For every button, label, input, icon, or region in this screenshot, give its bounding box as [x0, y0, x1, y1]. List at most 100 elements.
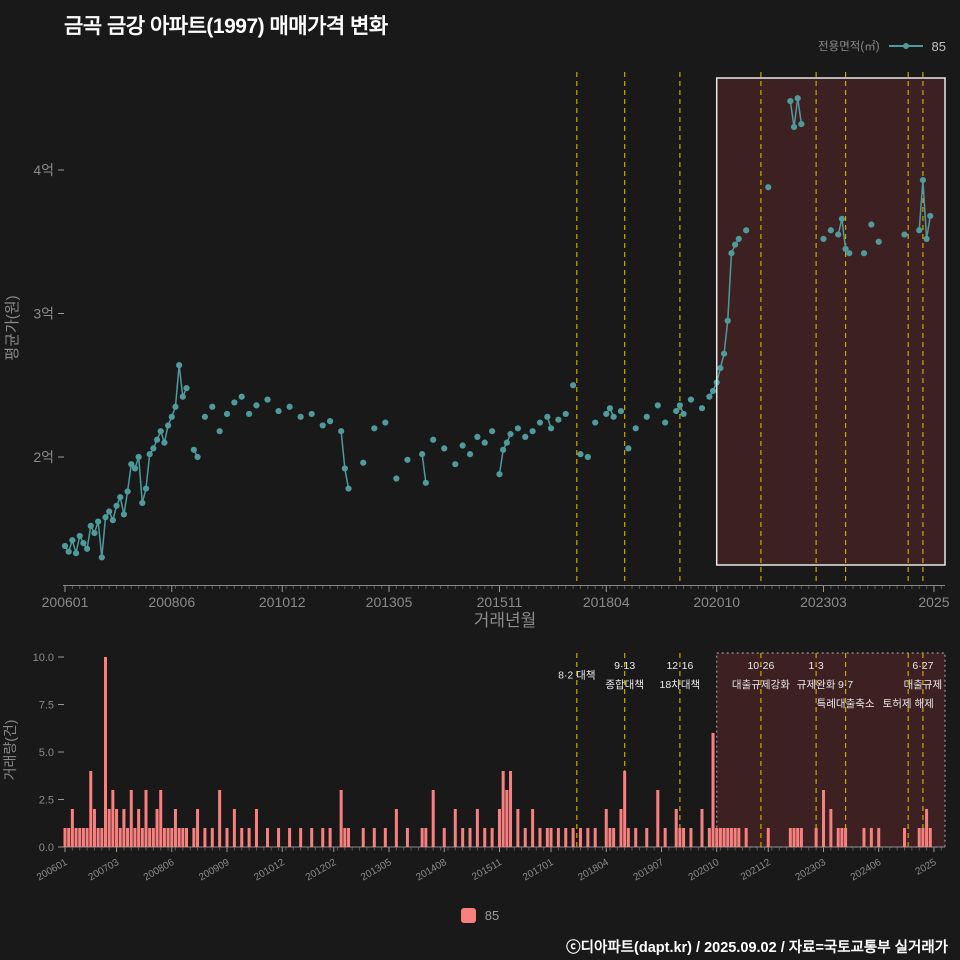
price-point-201911[interactable] [673, 407, 680, 415]
price-point-200704[interactable] [117, 494, 124, 501]
price-point-200905[interactable] [209, 403, 216, 410]
price-point-201608[interactable] [529, 428, 536, 435]
price-point-200805[interactable] [164, 422, 172, 429]
price-point-200606[interactable] [80, 540, 87, 547]
legend-series-85[interactable]: 85 [931, 38, 946, 54]
price-point-200712[interactable] [146, 451, 153, 458]
volume-bar-202008[interactable] [707, 828, 711, 847]
price-point-200810[interactable] [183, 385, 190, 392]
price-point-200807[interactable] [172, 403, 179, 410]
volume-bar-201304[interactable] [383, 828, 387, 847]
volume-bar-201805[interactable] [608, 828, 612, 847]
volume-bar-201906[interactable] [656, 790, 660, 847]
volume-bar-200807[interactable] [173, 809, 177, 847]
volume-bar-201206[interactable] [347, 828, 351, 847]
price-point-200603[interactable] [69, 537, 76, 544]
volume-bar-202104[interactable] [737, 828, 741, 847]
price-point-202507[interactable] [923, 235, 930, 242]
volume-legend[interactable]: 85 [0, 900, 960, 930]
volume-bar-200711[interactable] [144, 790, 148, 847]
volume-bar-200606[interactable] [81, 828, 85, 847]
volume-bar-200706[interactable] [126, 828, 130, 847]
volume-bar-200812[interactable] [192, 828, 196, 847]
price-point-202003[interactable] [687, 396, 695, 403]
price-point-202207[interactable] [790, 123, 798, 131]
volume-bar-201608[interactable] [531, 809, 535, 847]
volume-bar-202207[interactable] [792, 828, 796, 847]
price-point-202208[interactable] [794, 95, 801, 102]
price-point-202006[interactable] [698, 405, 706, 412]
price-point-201808[interactable] [617, 407, 625, 415]
price-point-200809[interactable] [179, 393, 186, 400]
price-point-201001[interactable] [238, 393, 245, 400]
volume-bar-202101[interactable] [726, 828, 730, 847]
volume-bar-202404[interactable] [869, 828, 873, 847]
price-point-200607[interactable] [83, 545, 91, 552]
area-legend[interactable]: 전용면적(㎡) 85 [818, 38, 946, 54]
price-point-202308[interactable] [838, 215, 846, 222]
volume-bar-200602[interactable] [67, 828, 71, 847]
price-point-201810[interactable] [625, 445, 632, 452]
volume-bar-200610[interactable] [96, 828, 100, 847]
price-point-201205[interactable] [341, 465, 348, 472]
price-point-200601[interactable] [61, 542, 69, 550]
volume-bar-202011[interactable] [718, 828, 722, 847]
price-point-201509[interactable] [489, 428, 496, 435]
price-point-201201[interactable] [327, 418, 334, 425]
volume-bar-202102[interactable] [729, 828, 733, 847]
price-point-202008[interactable] [706, 393, 713, 400]
volume-bar-200905[interactable] [210, 828, 214, 847]
volume-bar-201606[interactable] [523, 828, 527, 847]
price-point-201606[interactable] [522, 433, 529, 441]
volume-bar-202505[interactable] [917, 828, 921, 847]
price-point-200602[interactable] [65, 548, 72, 555]
volume-bar-201701[interactable] [549, 828, 553, 847]
volume-bar-200702[interactable] [111, 790, 115, 847]
price-point-202303[interactable] [820, 235, 827, 242]
price-point-200911[interactable] [231, 399, 238, 406]
price-point-201405[interactable] [430, 436, 437, 443]
price-point-201501[interactable] [459, 442, 466, 449]
price-point-201703[interactable] [555, 416, 562, 423]
volume-bar-202507[interactable] [925, 809, 929, 847]
price-point-200608[interactable] [87, 522, 94, 529]
volume-bar-202506[interactable] [921, 828, 925, 847]
price-point-202011[interactable] [717, 364, 724, 372]
volume-bar-202103[interactable] [733, 828, 737, 847]
volume-bar-202012[interactable] [722, 828, 726, 847]
price-point-202501[interactable] [901, 231, 908, 238]
volume-bar-201707[interactable] [571, 828, 575, 847]
volume-bar-201809[interactable] [623, 771, 627, 847]
price-point-200604[interactable] [72, 550, 80, 557]
volume-bar-201812[interactable] [634, 828, 638, 847]
volume-bar-201102[interactable] [288, 828, 292, 847]
volume-bar-200605[interactable] [78, 828, 82, 847]
price-point-201707[interactable] [570, 382, 577, 389]
volume-bar-202402[interactable] [862, 828, 866, 847]
price-point-201903[interactable] [643, 413, 650, 420]
price-point-200610[interactable] [95, 518, 102, 525]
volume-bar-201411[interactable] [453, 809, 457, 847]
volume-bar-200609[interactable] [92, 809, 96, 847]
price-point-201005[interactable] [253, 402, 260, 409]
price-point-200611[interactable] [98, 554, 105, 561]
price-point-201912[interactable] [676, 402, 683, 409]
price-point-202305[interactable] [827, 227, 834, 234]
volume-bar-201008[interactable] [266, 828, 270, 847]
price-point-202309[interactable] [842, 245, 849, 253]
price-point-200605[interactable] [76, 532, 83, 540]
volume-bar-200804[interactable] [162, 828, 166, 847]
price-point-201908[interactable] [662, 419, 669, 426]
price-point-201804[interactable] [603, 410, 610, 418]
price-point-201206[interactable] [345, 485, 352, 492]
price-point-201307[interactable] [393, 475, 400, 482]
price-point-201008[interactable] [264, 396, 271, 403]
volume-bar-200708[interactable] [133, 828, 137, 847]
volume-bar-200805[interactable] [166, 828, 170, 847]
price-point-201210[interactable] [360, 459, 367, 466]
price-point-200709[interactable] [135, 453, 142, 461]
volume-bar-201908[interactable] [663, 828, 667, 847]
volume-bar-200801[interactable] [151, 828, 155, 847]
price-point-201906[interactable] [654, 402, 661, 409]
price-point-201503[interactable] [466, 451, 474, 458]
